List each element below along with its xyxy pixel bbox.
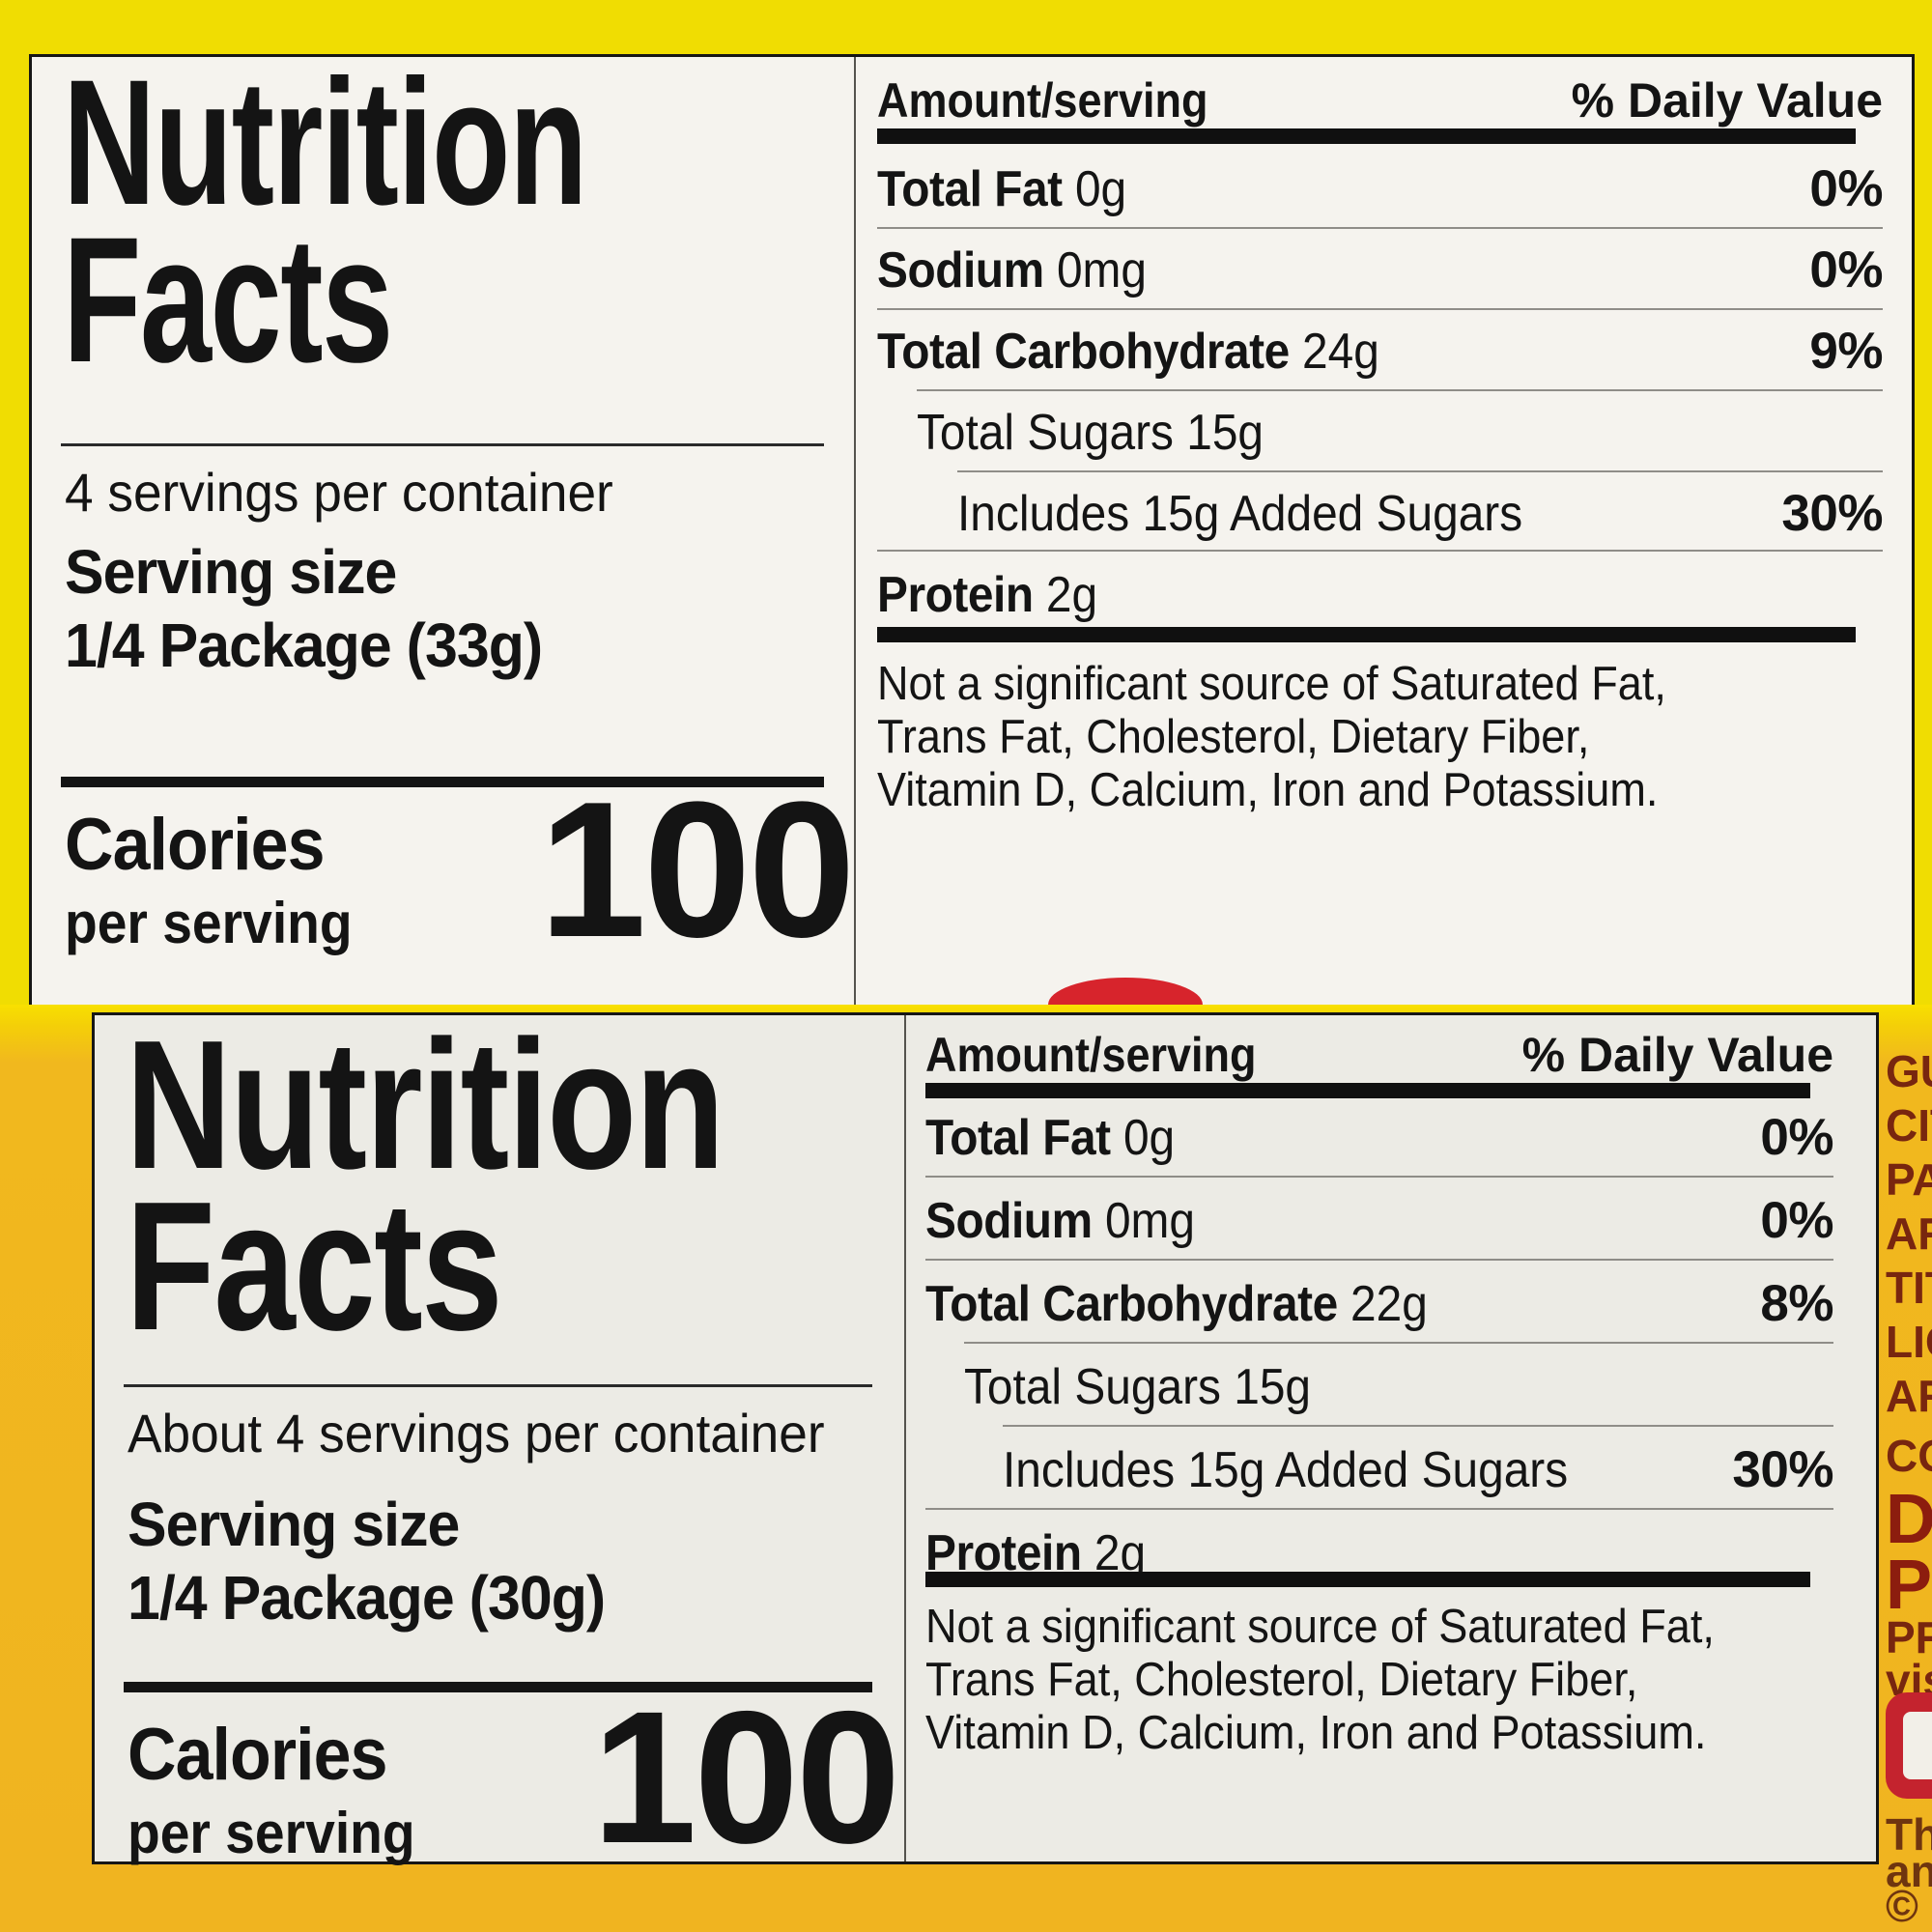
nutrient-row-sodium: Sodium 0mg 0%: [925, 1192, 1833, 1250]
dv-carbohydrate: 8%: [1760, 1275, 1833, 1332]
cut-text-fragment: AR: [1886, 1208, 1932, 1259]
calories-sublabel: per serving: [65, 891, 353, 955]
row-rule: [964, 1342, 1833, 1344]
nutrient-row-protein: Protein 2g: [877, 567, 1098, 623]
row-rule: [877, 227, 1883, 229]
calories-sublabel: per serving: [128, 1801, 415, 1865]
cut-text-fragment: an: [1886, 1846, 1932, 1896]
column-divider: [904, 1015, 906, 1861]
calories-label: Calories: [65, 804, 325, 886]
table-header: Amount/serving % Daily Value: [877, 72, 1883, 128]
amount-per-serving-header: Amount/serving: [877, 73, 1208, 128]
cut-text-fragment: PA: [1886, 1154, 1932, 1205]
serving-size-label: Serving size: [128, 1490, 460, 1559]
title-line-1: Nutrition: [63, 43, 587, 242]
cut-text-fragment: PR: [1886, 1612, 1932, 1662]
top-photo: Nutrition Facts 4 servings per container…: [0, 0, 1932, 1005]
header-bar: [925, 1083, 1810, 1098]
nutrient-row-carbohydrate: Total Carbohydrate 24g 9%: [877, 323, 1883, 381]
copyright-icon: ©: [1886, 1881, 1918, 1931]
divider: [61, 443, 824, 446]
dv-total-fat: 0%: [1809, 160, 1883, 217]
cut-text-fragment: CO: [1886, 1431, 1932, 1481]
cut-text-fragment-large: D: [1886, 1481, 1932, 1558]
table-header: Amount/serving % Daily Value: [925, 1027, 1833, 1083]
footer-bar: [925, 1572, 1810, 1587]
cut-text-fragment: TIT: [1886, 1263, 1932, 1313]
calories-label: Calories: [128, 1714, 387, 1796]
nutrient-row-added-sugars: Includes 15g Added Sugars 30%: [1003, 1441, 1833, 1499]
amount-per-serving-header: Amount/serving: [925, 1028, 1257, 1082]
daily-value-header: % Daily Value: [1571, 73, 1883, 128]
row-rule: [877, 550, 1883, 552]
label-title: Nutrition Facts: [126, 1005, 872, 1370]
cut-text-fragment: CIT: [1886, 1100, 1932, 1151]
nutrition-label-bottom: Nutrition Facts About 4 servings per con…: [92, 1005, 1879, 1872]
calories-value: 100: [592, 1672, 900, 1883]
row-rule: [925, 1508, 1833, 1510]
nutrition-label-top: Nutrition Facts 4 servings per container…: [29, 54, 1915, 1005]
row-rule: [925, 1259, 1833, 1261]
divider-thick: [61, 777, 824, 787]
serving-size-value: 1/4 Package (30g): [128, 1563, 606, 1633]
nutrient-row-carbohydrate: Total Carbohydrate 22g 8%: [925, 1275, 1833, 1333]
not-significant-footnote: Not a significant source of Saturated Fa…: [925, 1601, 1715, 1759]
brand-logo-box: [1886, 1692, 1932, 1799]
row-rule: [877, 308, 1883, 310]
dv-added-sugars: 30%: [1781, 485, 1883, 542]
dv-sodium: 0%: [1809, 242, 1883, 298]
row-rule: [957, 470, 1883, 472]
row-rule: [1003, 1425, 1833, 1427]
cut-text-fragment: AR: [1886, 1371, 1932, 1421]
brand-logo-inner: [1903, 1712, 1932, 1779]
header-bar: [877, 128, 1856, 144]
serving-size-value: 1/4 Package (33g): [65, 611, 543, 680]
dv-added-sugars: 30%: [1732, 1441, 1833, 1498]
cut-text-fragment: GU: [1886, 1046, 1932, 1096]
serving-size-label: Serving size: [65, 537, 397, 607]
cut-text-fragment-large: P: [1886, 1547, 1932, 1624]
servings-per-container: About 4 servings per container: [128, 1403, 825, 1463]
nutrient-row-total-fat: Total Fat 0g 0%: [925, 1109, 1833, 1167]
nutrient-row-total-sugars: Total Sugars 15g: [964, 1359, 1312, 1415]
not-significant-footnote: Not a significant source of Saturated Fa…: [877, 658, 1666, 816]
cut-text-fragment: Th: [1886, 1809, 1932, 1860]
nutrient-row-total-fat: Total Fat 0g 0%: [877, 160, 1883, 218]
title-line-1: Nutrition: [126, 1005, 724, 1208]
servings-per-container: 4 servings per container: [65, 462, 613, 523]
nutrient-row-total-sugars: Total Sugars 15g: [917, 405, 1264, 461]
daily-value-header: % Daily Value: [1521, 1028, 1833, 1082]
dv-total-fat: 0%: [1760, 1109, 1833, 1166]
calories-value: 100: [539, 762, 856, 978]
column-divider: [854, 57, 856, 1005]
title-line-2: Facts: [126, 1164, 503, 1370]
dv-sodium: 0%: [1760, 1192, 1833, 1249]
cut-text-fragment: LIQ: [1886, 1317, 1932, 1367]
label-title: Nutrition Facts: [63, 43, 790, 400]
dv-carbohydrate: 9%: [1809, 323, 1883, 380]
divider: [124, 1384, 872, 1387]
bottom-photo: Nutrition Facts About 4 servings per con…: [0, 1005, 1932, 1932]
divider-thick: [124, 1682, 872, 1692]
row-rule: [925, 1176, 1833, 1178]
footer-bar: [877, 627, 1856, 642]
row-rule: [917, 389, 1883, 391]
nutrient-row-sodium: Sodium 0mg 0%: [877, 242, 1883, 299]
title-line-2: Facts: [63, 200, 393, 400]
nutrient-row-added-sugars: Includes 15g Added Sugars 30%: [957, 485, 1883, 543]
